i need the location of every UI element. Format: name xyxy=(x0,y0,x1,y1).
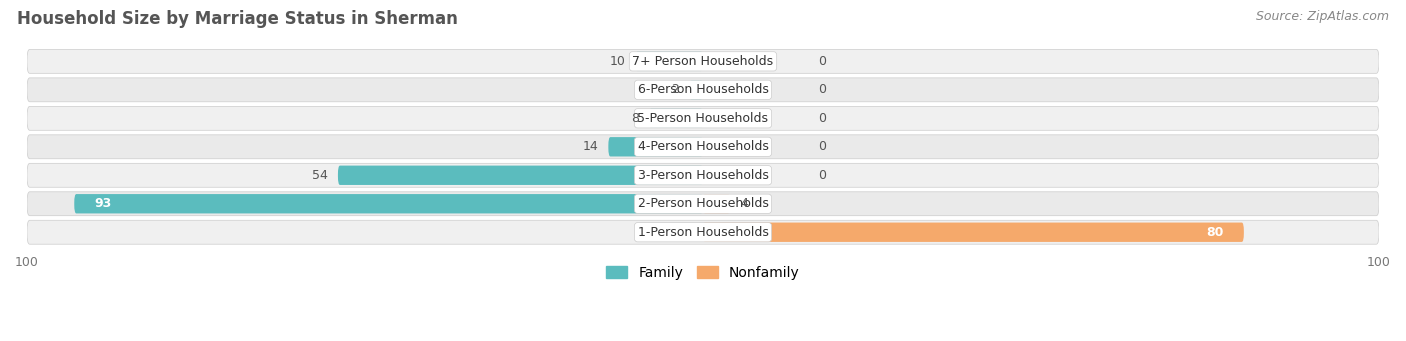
FancyBboxPatch shape xyxy=(27,135,1379,159)
FancyBboxPatch shape xyxy=(27,220,1379,244)
Text: 93: 93 xyxy=(94,197,112,210)
Text: 14: 14 xyxy=(582,140,598,153)
FancyBboxPatch shape xyxy=(27,49,1379,73)
Text: 6-Person Households: 6-Person Households xyxy=(637,83,769,97)
Text: 10: 10 xyxy=(609,55,626,68)
Text: 3-Person Households: 3-Person Households xyxy=(637,169,769,182)
Text: 54: 54 xyxy=(312,169,328,182)
Text: 0: 0 xyxy=(818,112,825,125)
FancyBboxPatch shape xyxy=(27,78,1379,102)
FancyBboxPatch shape xyxy=(609,137,703,157)
FancyBboxPatch shape xyxy=(27,106,1379,130)
FancyBboxPatch shape xyxy=(650,109,703,128)
Legend: Family, Nonfamily: Family, Nonfamily xyxy=(600,260,806,285)
Text: 7+ Person Households: 7+ Person Households xyxy=(633,55,773,68)
Text: 1-Person Households: 1-Person Households xyxy=(637,226,769,239)
FancyBboxPatch shape xyxy=(689,80,703,100)
Text: 80: 80 xyxy=(1206,226,1223,239)
FancyBboxPatch shape xyxy=(27,163,1379,187)
FancyBboxPatch shape xyxy=(636,52,703,71)
Text: Household Size by Marriage Status in Sherman: Household Size by Marriage Status in She… xyxy=(17,10,458,28)
FancyBboxPatch shape xyxy=(337,166,703,185)
Text: 4-Person Households: 4-Person Households xyxy=(637,140,769,153)
FancyBboxPatch shape xyxy=(75,194,703,213)
FancyBboxPatch shape xyxy=(703,194,730,213)
Text: 0: 0 xyxy=(818,169,825,182)
Text: 5-Person Households: 5-Person Households xyxy=(637,112,769,125)
FancyBboxPatch shape xyxy=(27,192,1379,216)
Text: 2: 2 xyxy=(672,83,679,97)
Text: 4: 4 xyxy=(740,197,748,210)
FancyBboxPatch shape xyxy=(703,223,1244,242)
Text: 0: 0 xyxy=(818,140,825,153)
Text: 0: 0 xyxy=(818,55,825,68)
Text: 0: 0 xyxy=(818,83,825,97)
Text: 2-Person Households: 2-Person Households xyxy=(637,197,769,210)
Text: 8: 8 xyxy=(631,112,638,125)
Text: Source: ZipAtlas.com: Source: ZipAtlas.com xyxy=(1256,10,1389,23)
